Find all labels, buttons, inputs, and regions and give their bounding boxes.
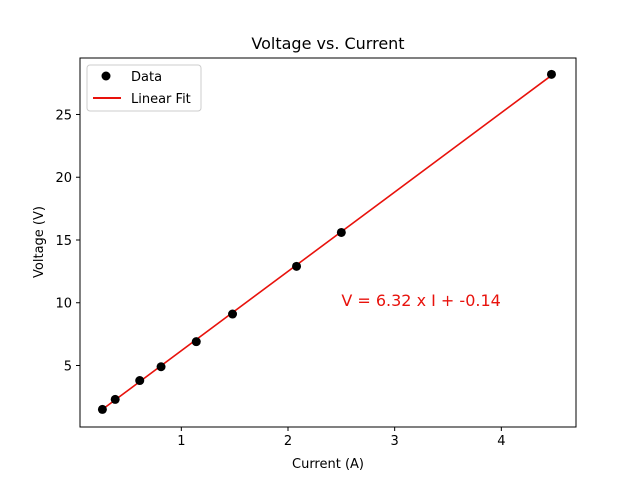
data-point xyxy=(336,227,346,237)
y-axis-ticks: 5 10 15 20 25 xyxy=(55,108,80,375)
legend-box xyxy=(86,64,202,112)
data-point xyxy=(135,376,145,386)
data-point xyxy=(228,309,238,319)
y-tick-label: 5 xyxy=(64,360,72,375)
y-tick-label: 20 xyxy=(55,171,72,186)
plot-frame xyxy=(79,57,577,428)
y-axis-label: Voltage (V) xyxy=(32,206,47,278)
data-point xyxy=(97,404,107,414)
x-axis-label: Current (A) xyxy=(292,457,364,472)
plot-area xyxy=(79,57,577,428)
data-point xyxy=(546,69,556,79)
y-tick-label: 15 xyxy=(55,234,72,249)
chart-title: Voltage vs. Current xyxy=(251,34,404,53)
data-point xyxy=(292,261,302,271)
series-layer xyxy=(97,69,556,414)
legend-data-marker xyxy=(101,71,111,81)
y-tick-label: 10 xyxy=(55,297,72,312)
y-tick-label: 25 xyxy=(55,108,72,123)
legend-data-label: Data xyxy=(131,70,162,85)
x-axis-ticks: 1 2 3 4 xyxy=(177,427,505,449)
x-tick-label: 2 xyxy=(284,434,292,449)
x-tick-label: 3 xyxy=(391,434,399,449)
x-tick-label: 4 xyxy=(497,434,505,449)
x-tick-label: 1 xyxy=(177,434,185,449)
data-point xyxy=(191,337,201,347)
data-point xyxy=(110,394,120,404)
data-point xyxy=(156,362,166,372)
legend: Data Linear Fit xyxy=(86,64,202,112)
fit-equation-annotation: V = 6.32 x I + -0.14 xyxy=(341,291,500,310)
legend-fit-label: Linear Fit xyxy=(131,92,191,107)
fit-line xyxy=(101,74,552,411)
